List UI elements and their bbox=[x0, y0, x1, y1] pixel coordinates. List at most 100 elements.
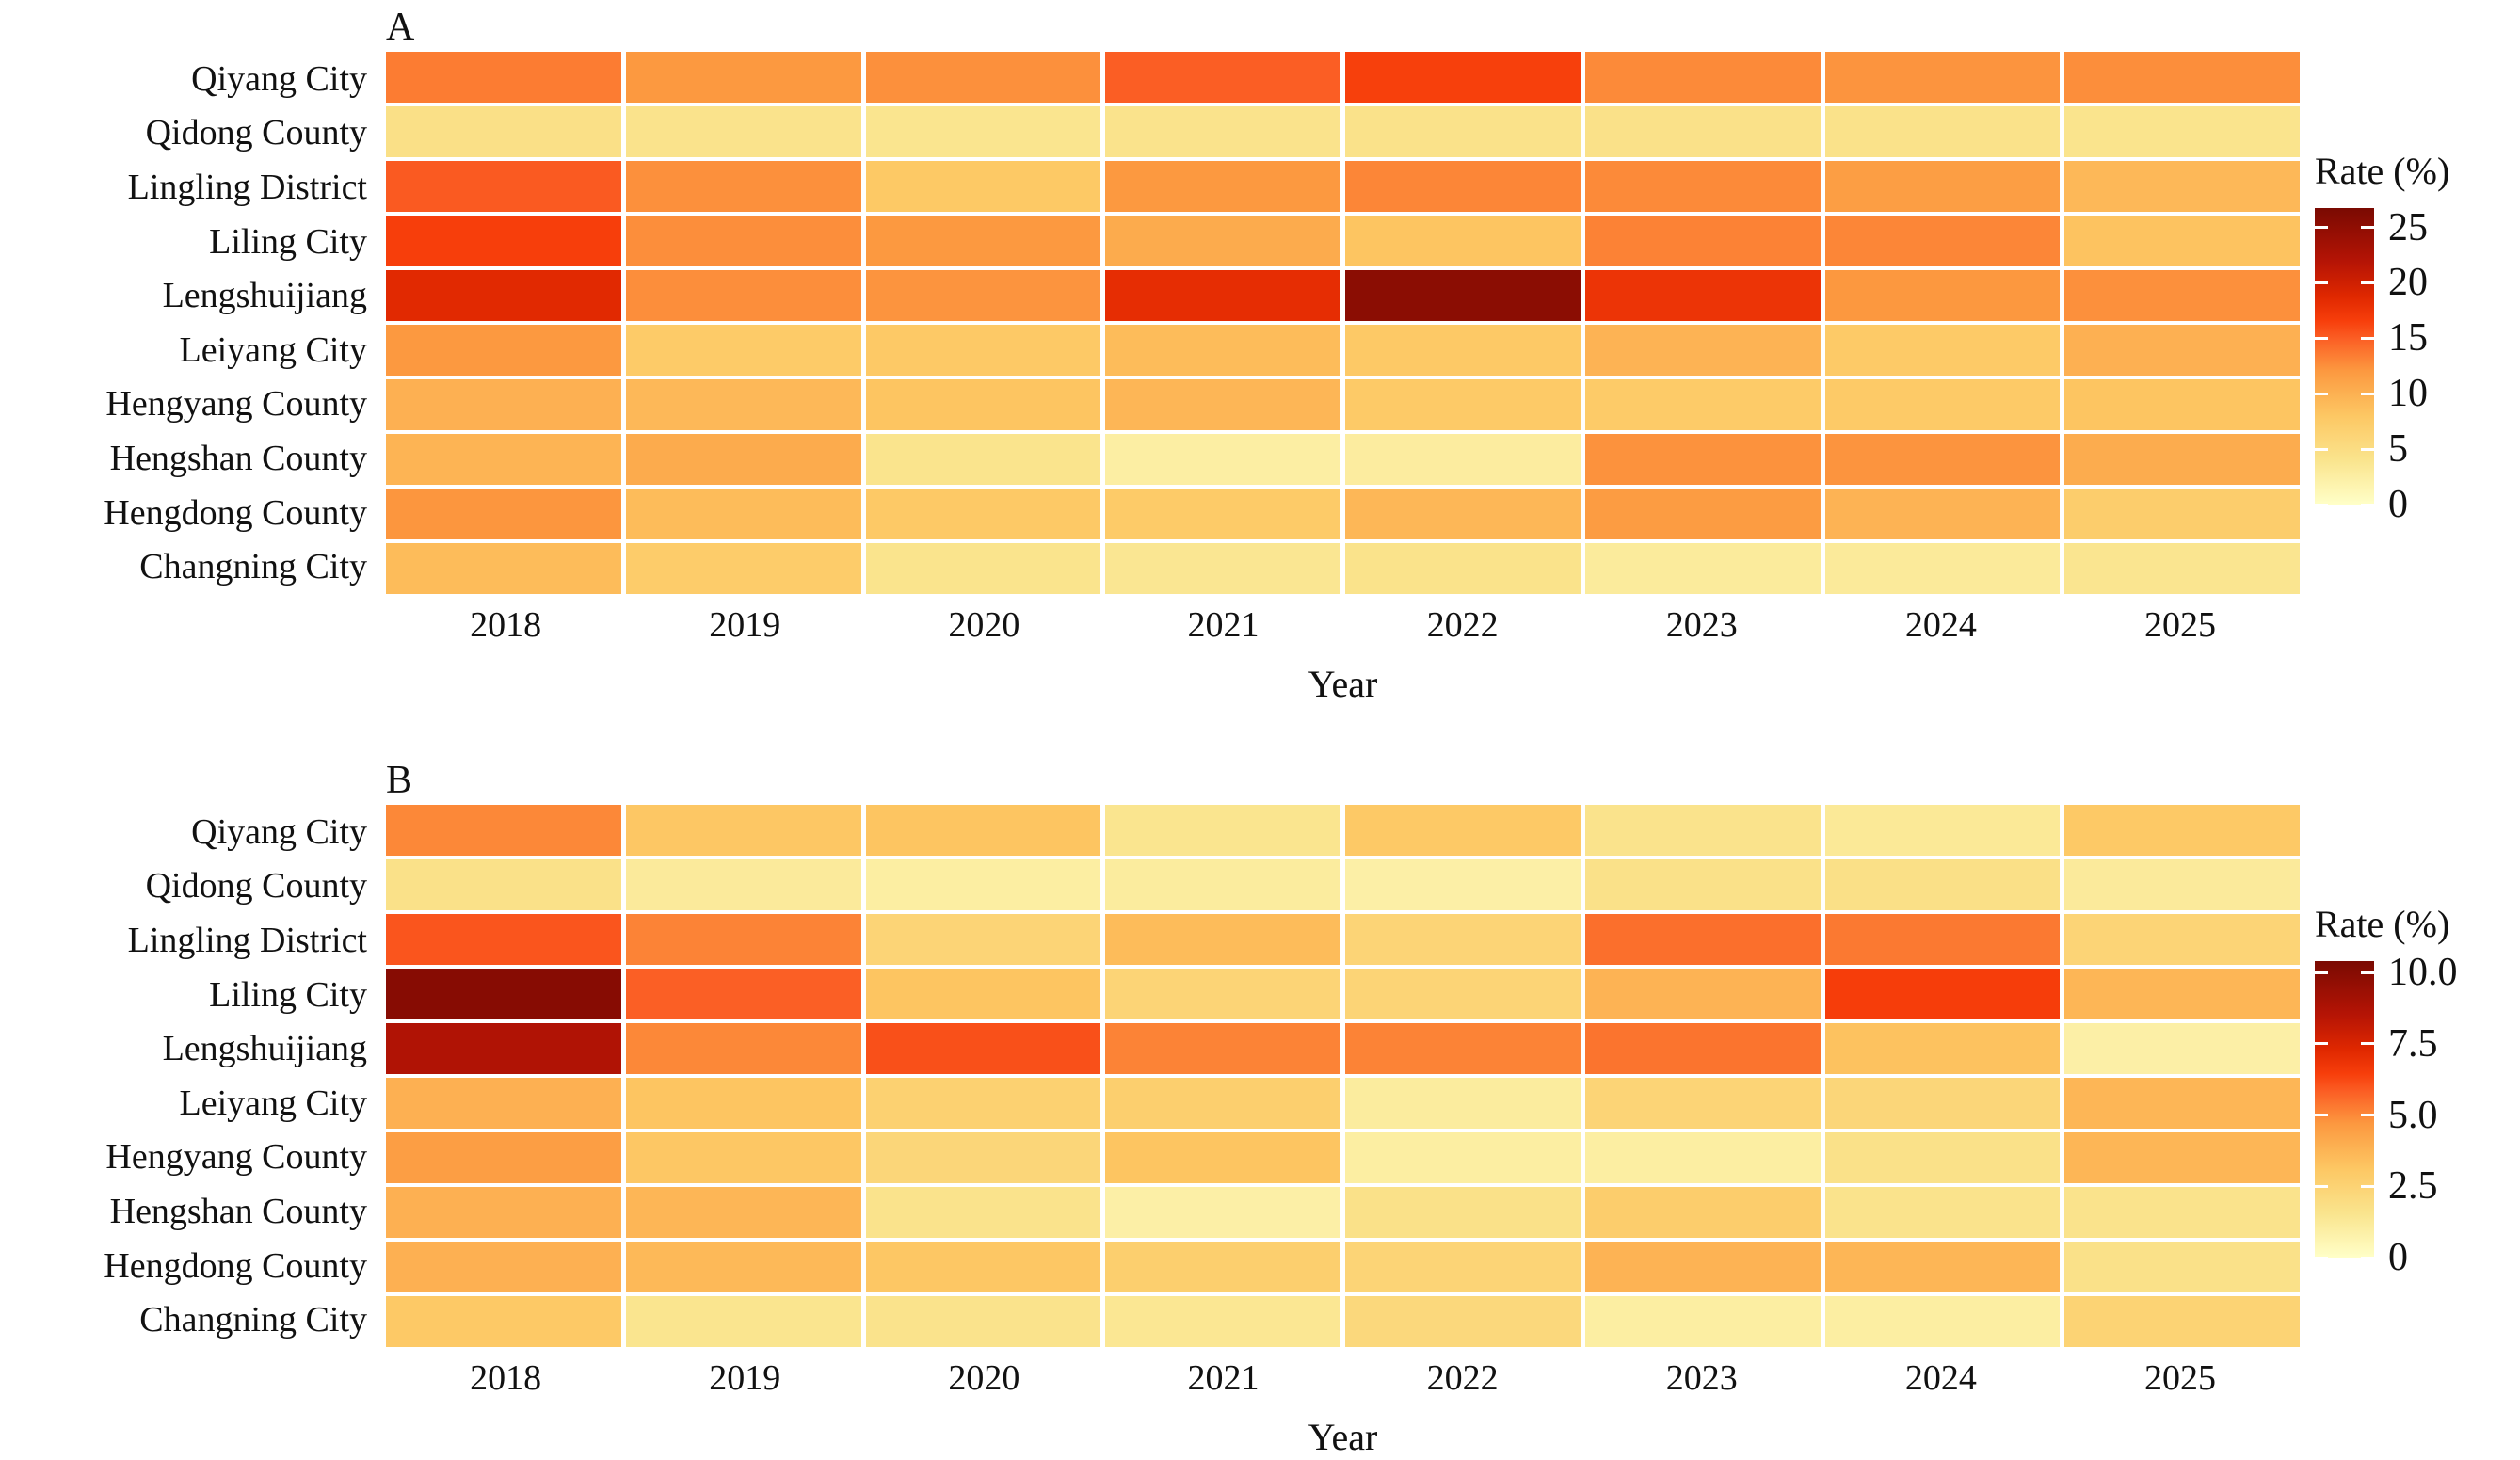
heatmap-cell bbox=[865, 1132, 1101, 1183]
heatmap-cell bbox=[2064, 434, 2300, 485]
heatmap-cell bbox=[625, 106, 861, 157]
heatmap-cell bbox=[1824, 1296, 2061, 1347]
panel-a-row-labels: Qiyang City Qidong County Lingling Distric… bbox=[0, 52, 377, 594]
legend-tick-mark bbox=[2315, 447, 2328, 451]
row-label: Qiyang City bbox=[191, 811, 367, 852]
heatmap-cell bbox=[386, 161, 621, 212]
heatmap-cell bbox=[1584, 805, 1821, 856]
legend-tick-mark bbox=[2361, 392, 2374, 395]
row-label: Qidong County bbox=[145, 113, 367, 153]
heatmap-cell bbox=[1105, 161, 1340, 212]
heatmap-cell bbox=[1345, 161, 1581, 212]
heatmap-cell bbox=[386, 969, 621, 1019]
legend-tick-mark bbox=[2315, 1114, 2328, 1117]
heatmap-cell bbox=[1345, 489, 1581, 539]
heatmap-cell bbox=[1584, 1132, 1821, 1183]
panel-a-legend-colorbar bbox=[2315, 208, 2374, 506]
heatmap-cell bbox=[1345, 106, 1581, 157]
panel-b-row-labels: Qiyang City Qidong County Lingling Distric… bbox=[0, 805, 377, 1347]
heatmap-cell bbox=[1824, 106, 2061, 157]
x-tick-label: 2022 bbox=[1426, 605, 1499, 645]
heatmap-cell bbox=[1824, 1132, 2061, 1183]
heatmap-cell bbox=[1584, 270, 1821, 321]
panel-b-x-axis-title: Year bbox=[1308, 1416, 1378, 1458]
heatmap-cell bbox=[2064, 1242, 2300, 1292]
heatmap-cell bbox=[386, 1078, 621, 1129]
legend-tick-label: 7.5 bbox=[2388, 1021, 2438, 1066]
heatmap-cell bbox=[625, 914, 861, 965]
panel-b: B Qiyang City Qidong County Lingling Distr… bbox=[0, 761, 2520, 1460]
legend-tick-label: 20 bbox=[2388, 261, 2428, 305]
heatmap-cell bbox=[1345, 859, 1581, 910]
heatmap-cell bbox=[865, 379, 1101, 430]
heatmap-cell bbox=[865, 489, 1101, 539]
heatmap-cell bbox=[625, 270, 861, 321]
heatmap-cell bbox=[1824, 489, 2061, 539]
legend-tick-mark bbox=[2361, 281, 2374, 284]
heatmap-cell bbox=[1105, 489, 1340, 539]
heatmap-cell bbox=[625, 1078, 861, 1129]
heatmap-cell bbox=[1345, 270, 1581, 321]
heatmap-cell bbox=[1824, 52, 2061, 103]
heatmap-cell bbox=[1824, 1187, 2061, 1238]
legend-tick-mark bbox=[2315, 226, 2328, 230]
row-label: Hengyang County bbox=[105, 384, 367, 425]
x-tick-label: 2020 bbox=[948, 1358, 1020, 1398]
heatmap-cell bbox=[1105, 52, 1340, 103]
legend-tick-mark bbox=[2315, 336, 2328, 340]
heatmap-cell bbox=[1584, 969, 1821, 1019]
legend-tick-mark bbox=[2315, 1256, 2328, 1259]
heatmap-cell bbox=[865, 1187, 1101, 1238]
legend-tick-mark bbox=[2361, 503, 2374, 506]
row-label: Hengshan County bbox=[109, 1191, 367, 1231]
heatmap-cell bbox=[1345, 1132, 1581, 1183]
heatmap-cell bbox=[2064, 1296, 2300, 1347]
row-label: Hengdong County bbox=[104, 1245, 367, 1286]
heatmap-cell bbox=[1105, 1242, 1340, 1292]
heatmap-cell bbox=[1105, 216, 1340, 266]
panel-b-x-axis-labels: 2018 2019 2020 2021 2022 2023 2024 2025 bbox=[386, 1356, 2300, 1400]
heatmap-cell bbox=[1584, 859, 1821, 910]
x-tick-label: 2025 bbox=[2143, 1358, 2216, 1398]
heatmap-cell bbox=[2064, 914, 2300, 965]
heatmap-cell bbox=[625, 434, 861, 485]
heatmap-cell bbox=[1824, 914, 2061, 965]
x-tick-label: 2020 bbox=[948, 605, 1020, 645]
heatmap-cell bbox=[2064, 1078, 2300, 1129]
panel-b-heatmap bbox=[386, 805, 2300, 1347]
heatmap-cell bbox=[865, 914, 1101, 965]
x-tick-label: 2021 bbox=[1187, 605, 1260, 645]
legend-tick-mark bbox=[2315, 1042, 2328, 1046]
heatmap-cell bbox=[2064, 1023, 2300, 1074]
row-label: Hengdong County bbox=[104, 492, 367, 533]
heatmap-cell bbox=[386, 216, 621, 266]
legend-tick-label: 25 bbox=[2388, 205, 2428, 249]
heatmap-cell bbox=[865, 1078, 1101, 1129]
heatmap-cell bbox=[1345, 1296, 1581, 1347]
legend-tick-label: 10 bbox=[2388, 372, 2428, 416]
heatmap-cell bbox=[1584, 52, 1821, 103]
heatmap-cell bbox=[386, 859, 621, 910]
heatmap-cell bbox=[1345, 216, 1581, 266]
heatmap-cell bbox=[2064, 859, 2300, 910]
row-label: Lingling District bbox=[127, 920, 367, 960]
row-label: Lingling District bbox=[127, 167, 367, 207]
heatmap-cell bbox=[625, 969, 861, 1019]
heatmap-cell bbox=[1105, 270, 1340, 321]
heatmap-cell bbox=[1824, 434, 2061, 485]
heatmap-cell bbox=[1824, 379, 2061, 430]
x-tick-label: 2021 bbox=[1187, 1358, 1260, 1398]
heatmap-cell bbox=[1105, 434, 1340, 485]
heatmap-cell bbox=[1824, 1078, 2061, 1129]
heatmap-cell bbox=[1105, 1132, 1340, 1183]
heatmap-cell bbox=[1584, 489, 1821, 539]
heatmap-cell bbox=[2064, 969, 2300, 1019]
panel-a-label: A bbox=[386, 6, 415, 49]
heatmap-cell bbox=[1105, 859, 1340, 910]
row-label: Qiyang City bbox=[191, 58, 367, 99]
heatmap-cell bbox=[386, 270, 621, 321]
panel-a-heatmap bbox=[386, 52, 2300, 594]
legend-tick-mark bbox=[2361, 1114, 2374, 1117]
x-tick-label: 2024 bbox=[1904, 605, 1977, 645]
